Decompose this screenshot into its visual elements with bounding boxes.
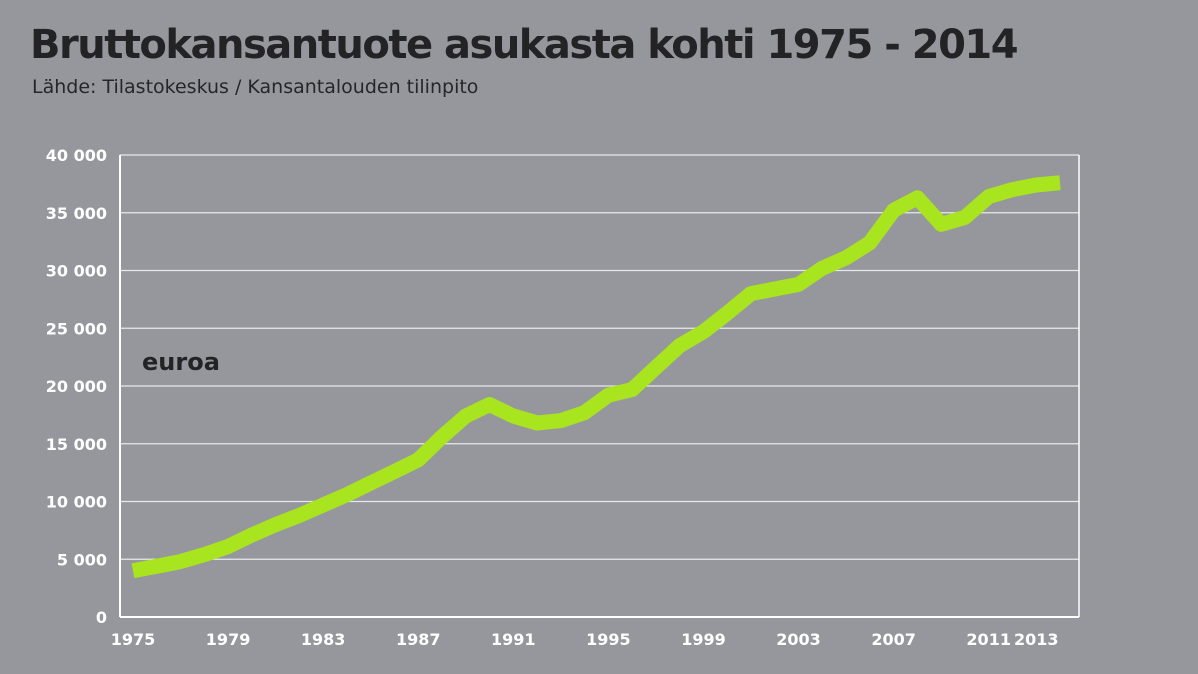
x-tick-label: 2013 [1014,630,1059,649]
chart-title: Bruttokansantuote asukasta kohti 1975 - … [30,22,1019,68]
y-tick-label: 20 000 [46,377,107,396]
y-tick-label: 35 000 [46,204,107,223]
chart-subtitle: Lähde: Tilastokeskus / Kansantalouden ti… [32,76,479,98]
x-tick-label: 1987 [396,630,441,649]
x-tick-label: 1975 [111,630,156,649]
y-tick-label: 15 000 [46,435,107,454]
x-tick-label: 2007 [871,630,916,649]
x-tick-label: 1999 [681,630,726,649]
y-tick-label: 25 000 [46,319,107,338]
gridlines [120,154,1079,560]
axes [119,155,1080,618]
unit-label: euroa [142,348,220,376]
x-tick-label: 2003 [776,630,821,649]
x-tick-label: 1979 [206,630,251,649]
x-tick-labels: 1975 1979 1983 1987 1991 1995 1999 2003 2007 2011… [111,630,1059,649]
x-tick-label: 1991 [491,630,536,649]
series-line-gdp-per-capita [131,175,1061,579]
y-tick-label: 0 [96,608,107,627]
y-tick-label: 5 000 [57,550,107,569]
x-tick-label: 1983 [301,630,346,649]
x-tick-label: 1995 [586,630,631,649]
x-tick-label: 2011 [966,630,1011,649]
y-tick-label: 30 000 [46,262,107,281]
y-tick-label: 10 000 [46,493,107,512]
y-tick-label: 40 000 [46,146,107,165]
y-tick-labels: 0 5 000 10 000 15 000 20 000 25 000 30 000 35 0… [46,146,107,627]
